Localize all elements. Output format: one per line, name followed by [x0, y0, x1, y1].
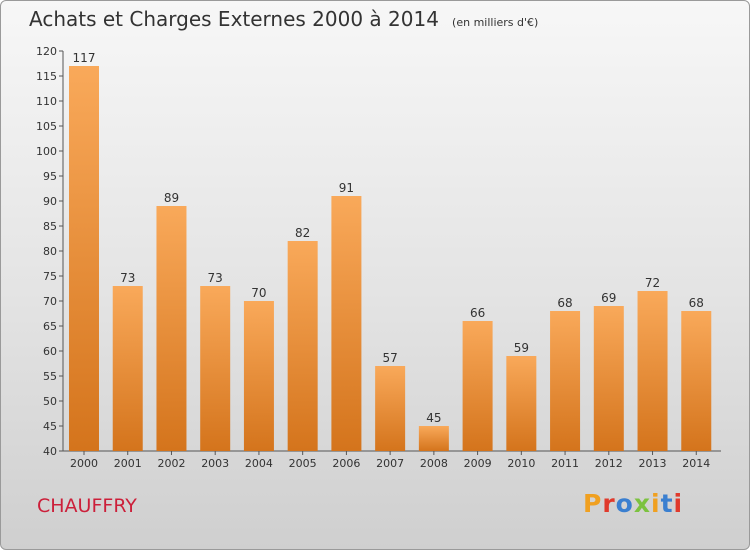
- value-label-2011: 68: [557, 296, 572, 310]
- bars: [69, 66, 712, 451]
- y-tick-label: 70: [43, 295, 57, 308]
- x-tick-label: 2007: [376, 457, 404, 470]
- value-label-2006: 91: [339, 181, 354, 195]
- chart-title-unit: (en milliers d'€): [452, 16, 539, 29]
- y-tick-label: 100: [36, 145, 57, 158]
- x-tick-label: 2011: [551, 457, 579, 470]
- x-tick-label: 2013: [639, 457, 667, 470]
- x-tick-label: 2014: [682, 457, 710, 470]
- bar-2003: [200, 286, 231, 451]
- y-tick-label: 85: [43, 220, 57, 233]
- y-tick-label: 40: [43, 445, 57, 458]
- chart-title-main: Achats et Charges Externes 2000 à 2014: [29, 7, 439, 31]
- bar-2011: [550, 311, 581, 451]
- y-tick-label: 90: [43, 195, 57, 208]
- bar-2007: [375, 366, 406, 451]
- bar-2008: [418, 426, 449, 451]
- bar-2000: [69, 66, 99, 451]
- proxiti-logo[interactable]: Proxiti: [583, 489, 683, 518]
- y-tick-label: 110: [36, 95, 57, 108]
- y-tick-label: 65: [43, 320, 57, 333]
- x-tick-label: 2000: [70, 457, 98, 470]
- bar-2012: [593, 306, 624, 451]
- value-label-2003: 73: [208, 271, 223, 285]
- y-tick-label: 50: [43, 395, 57, 408]
- value-label-2000: 117: [73, 51, 96, 65]
- x-tick-label: 2005: [289, 457, 317, 470]
- y-tick-label: 55: [43, 370, 57, 383]
- y-tick-label: 80: [43, 245, 57, 258]
- logo-letter: r: [602, 489, 616, 518]
- y-tick-label: 115: [36, 70, 57, 83]
- x-tick-label: 2010: [507, 457, 535, 470]
- value-label-2007: 57: [382, 351, 397, 365]
- x-tick-label: 2009: [464, 457, 492, 470]
- axes: 40 45 50 55 60 65 70 75 80 85 90 95 100 105 110 115 120 2…: [36, 45, 721, 470]
- value-label-2014: 68: [689, 296, 704, 310]
- value-label-2010: 59: [514, 341, 529, 355]
- bar-2009: [462, 321, 493, 451]
- bar-2010: [506, 356, 537, 451]
- value-label-2002: 89: [164, 191, 179, 205]
- commune-name: CHAUFFRY: [37, 495, 137, 517]
- value-label-2012: 69: [601, 291, 616, 305]
- data-labels: 117 73 89 73 70 82 91 57 45 66 59 68 69 72 68: [73, 51, 704, 425]
- bar-2002: [156, 206, 187, 451]
- value-label-2008: 45: [426, 411, 441, 425]
- y-tick-label: 75: [43, 270, 57, 283]
- logo-letter: i: [673, 489, 684, 518]
- value-label-2005: 82: [295, 226, 310, 240]
- value-label-2009: 66: [470, 306, 485, 320]
- x-tick-label: 2008: [420, 457, 448, 470]
- logo-letter: t: [660, 489, 674, 518]
- bar-2006: [331, 196, 362, 451]
- x-tick-label: 2006: [332, 457, 360, 470]
- x-tick-label: 2004: [245, 457, 273, 470]
- bar-2014: [681, 311, 712, 451]
- x-tick-label: 2002: [157, 457, 185, 470]
- x-tick-label: 2012: [595, 457, 623, 470]
- x-tick-label: 2003: [201, 457, 229, 470]
- bar-2004: [243, 301, 274, 451]
- value-label-2013: 72: [645, 276, 660, 290]
- value-label-2004: 70: [251, 286, 266, 300]
- bar-2013: [637, 291, 668, 451]
- logo-letter: i: [651, 489, 661, 518]
- logo-letter: o: [615, 489, 634, 518]
- value-label-2001: 73: [120, 271, 135, 285]
- x-tick-label: 2001: [114, 457, 142, 470]
- y-tick-label: 105: [36, 120, 57, 133]
- y-tick-label: 95: [43, 170, 57, 183]
- bar-2001: [112, 286, 143, 451]
- chart-title: Achats et Charges Externes 2000 à 2014 (…: [29, 7, 538, 31]
- logo-letter: P: [583, 489, 603, 518]
- logo-letter: x: [633, 489, 651, 518]
- y-tick-label: 120: [36, 45, 57, 58]
- y-tick-label: 60: [43, 345, 57, 358]
- y-tick-label: 45: [43, 420, 57, 433]
- bar-2005: [287, 241, 318, 451]
